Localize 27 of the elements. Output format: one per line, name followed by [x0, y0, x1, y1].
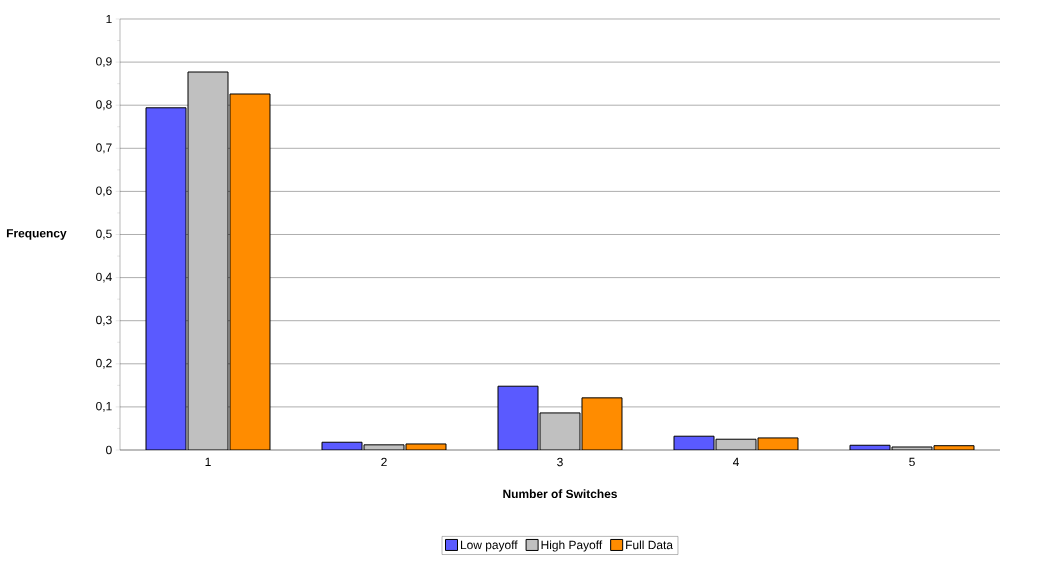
- y-tick-label: 0,2: [96, 358, 112, 369]
- bar: [145, 107, 187, 450]
- x-axis-title: Number of Switches: [503, 489, 617, 499]
- x-tick-label: 1: [205, 457, 211, 466]
- legend-label: Full Data: [626, 540, 673, 550]
- legend-label: High Payoff: [541, 540, 603, 552]
- y-tick-label: 0,7: [96, 143, 112, 154]
- y-tick-label: 0,9: [96, 57, 112, 68]
- legend-label: Low payoff: [460, 540, 518, 552]
- bar: [497, 385, 539, 450]
- bar: [581, 397, 623, 450]
- x-tick-label: 4: [732, 457, 739, 466]
- y-tick-label: 0: [106, 445, 112, 455]
- y-tick-label: 0,8: [96, 100, 112, 111]
- y-tick-label: 0,1: [96, 401, 112, 412]
- bar: [539, 412, 581, 450]
- x-tick-label: 5: [909, 457, 915, 467]
- bar: [229, 93, 271, 450]
- x-tick-label: 2: [381, 457, 387, 467]
- y-tick-label: 0,4: [96, 272, 112, 283]
- y-tick-label: 0,6: [96, 186, 112, 197]
- y-axis-title: Frequency: [6, 229, 67, 240]
- y-tick-label: 0,5: [96, 229, 112, 240]
- y-tick-label: 0,3: [96, 315, 112, 326]
- x-tick-label: 3: [557, 457, 563, 467]
- bar: [187, 71, 229, 450]
- y-tick-label: 1: [106, 14, 112, 24]
